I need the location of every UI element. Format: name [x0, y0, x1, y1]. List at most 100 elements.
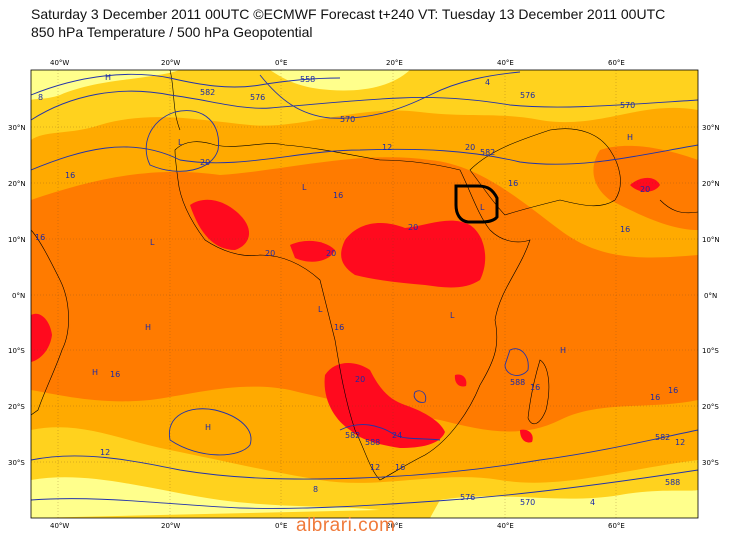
geo-label: 588 — [510, 378, 525, 387]
geo-label: 570 — [620, 101, 635, 110]
geo-label: 582 — [655, 433, 670, 442]
lat-tick-right: 10°S — [702, 347, 719, 355]
lon-tick-bottom: 0°E — [275, 522, 287, 530]
geo-label: 582 — [345, 431, 360, 440]
lon-tick-bottom: 40°W — [50, 522, 69, 530]
temp-label: 12 — [382, 143, 392, 152]
temp-band-gt20-madagascar — [520, 429, 533, 443]
pressure-center: L — [450, 311, 455, 320]
temp-band-lt8-nw — [31, 70, 180, 100]
temp-label: 20 — [265, 249, 275, 258]
temp-band-16-20 — [31, 157, 698, 432]
temperature-field — [31, 70, 698, 518]
pressure-center: L — [178, 138, 183, 147]
temp-label: 16 — [333, 191, 343, 200]
pressure-center: H — [92, 368, 98, 377]
pressure-center: L — [302, 183, 307, 192]
temp-band-lt8-n — [270, 70, 410, 91]
lat-tick-left: 10°S — [8, 347, 25, 355]
geo-label: 588 — [365, 438, 380, 447]
lon-tick-top: 40°W — [50, 59, 69, 67]
lon-tick-top: 40°E — [497, 59, 514, 67]
map-title-line1: Saturday 3 December 2011 00UTC ©ECMWF Fo… — [31, 6, 666, 22]
temp-label: 12 — [100, 448, 110, 457]
lon-tick-bottom: 20°E — [386, 522, 403, 530]
lat-ticks-right: 30°N 20°N 10°N 0°N 10°S 20°S 30°S — [702, 124, 720, 467]
geo-label: 582 — [200, 88, 215, 97]
pressure-center: L — [480, 203, 485, 212]
temp-label: 12 — [370, 463, 380, 472]
temp-band-gt20-spot — [454, 374, 467, 387]
pressure-center: H — [560, 346, 566, 355]
temp-label: 24 — [392, 431, 402, 440]
temp-label: 12 — [675, 438, 685, 447]
lat-tick-left: 30°N — [8, 124, 26, 132]
pressure-center: H — [205, 423, 211, 432]
temp-label: 20 — [465, 143, 475, 152]
temp-label: 20 — [326, 249, 336, 258]
temp-band-8-12-south — [31, 427, 698, 518]
geo-label: 582 — [480, 148, 495, 157]
lat-tick-left: 0°N — [12, 292, 25, 300]
lon-ticks-top: 40°W 20°W 0°E 20°E 40°E 60°E — [50, 59, 625, 67]
temp-label: 16 — [650, 393, 660, 402]
geo-label: 576 — [520, 91, 535, 100]
lon-tick-bottom: 60°E — [608, 522, 625, 530]
pressure-center: H — [627, 133, 633, 142]
lat-tick-right: 30°N — [702, 124, 720, 132]
lon-ticks-bottom: 40°W 20°W 0°E 20°E 40°E 60°E — [50, 522, 625, 530]
lat-tick-left: 20°S — [8, 403, 25, 411]
lat-tick-left: 30°S — [8, 459, 25, 467]
geo-label: 570 — [340, 115, 355, 124]
temp-band-gt20-c — [290, 240, 335, 262]
geopotential-contours — [31, 71, 698, 509]
geo-label: 588 — [665, 478, 680, 487]
lon-tick-top: 60°E — [608, 59, 625, 67]
geo-label: 570 — [520, 498, 535, 507]
pressure-center: L — [318, 305, 323, 314]
temperature-labels: 12 16 20 20 20 24 16 16 16 12 8 16 20 16… — [35, 78, 685, 507]
geo-label: 576 — [460, 493, 475, 502]
temp-label: 4 — [590, 498, 595, 507]
temp-band-gt20-sahel — [341, 220, 486, 288]
lat-tick-right: 10°N — [702, 236, 720, 244]
watermark: albrari.com — [296, 515, 396, 536]
temp-label: 16 — [110, 370, 120, 379]
temp-band-lt8-se — [430, 490, 698, 518]
temp-band-gt20-w — [190, 199, 250, 250]
temp-label: 20 — [408, 223, 418, 232]
coastlines — [31, 70, 698, 481]
temp-label: 16 — [334, 323, 344, 332]
lat-tick-right: 0°N — [704, 292, 717, 300]
temp-label: 8 — [38, 93, 43, 102]
temp-label: 4 — [485, 78, 490, 87]
temp-band-gt20-arabia — [630, 177, 660, 192]
temp-label: 16 — [530, 383, 540, 392]
temp-band-gt20-south — [324, 363, 445, 448]
lon-tick-bottom: 40°E — [497, 522, 514, 530]
temp-label: 20 — [640, 185, 650, 194]
lat-ticks-left: 30°N 20°N 10°N 0°N 10°S 20°S 30°S — [8, 124, 26, 467]
temp-label: 8 — [313, 485, 318, 494]
temp-label: 16 — [668, 386, 678, 395]
map-frame — [30, 69, 699, 519]
lat-tick-right: 20°S — [702, 403, 719, 411]
lat-tick-left: 10°N — [8, 236, 26, 244]
temp-label: 16 — [35, 233, 45, 242]
geo-label: 576 — [250, 93, 265, 102]
geopotential-labels: 582 576 558 582 576 570 588 582 582 588 … — [200, 75, 680, 507]
graticule — [31, 70, 698, 518]
temp-label: 20 — [200, 158, 210, 167]
temp-band-8-12-north — [31, 70, 698, 140]
pressure-center: L — [150, 238, 155, 247]
lat-tick-right: 30°S — [702, 459, 719, 467]
lon-tick-top: 20°E — [386, 59, 403, 67]
lon-tick-bottom: 20°W — [161, 522, 180, 530]
temp-band-gt20-brazil — [31, 313, 52, 362]
geo-label: 558 — [300, 75, 315, 84]
lat-tick-left: 20°N — [8, 180, 26, 188]
temp-band-lt8-sw — [31, 477, 380, 518]
highlight-box — [454, 184, 499, 224]
lat-tick-right: 20°N — [702, 180, 720, 188]
